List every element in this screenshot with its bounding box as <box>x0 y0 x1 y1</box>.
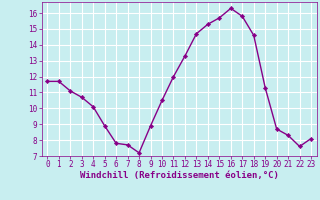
X-axis label: Windchill (Refroidissement éolien,°C): Windchill (Refroidissement éolien,°C) <box>80 171 279 180</box>
